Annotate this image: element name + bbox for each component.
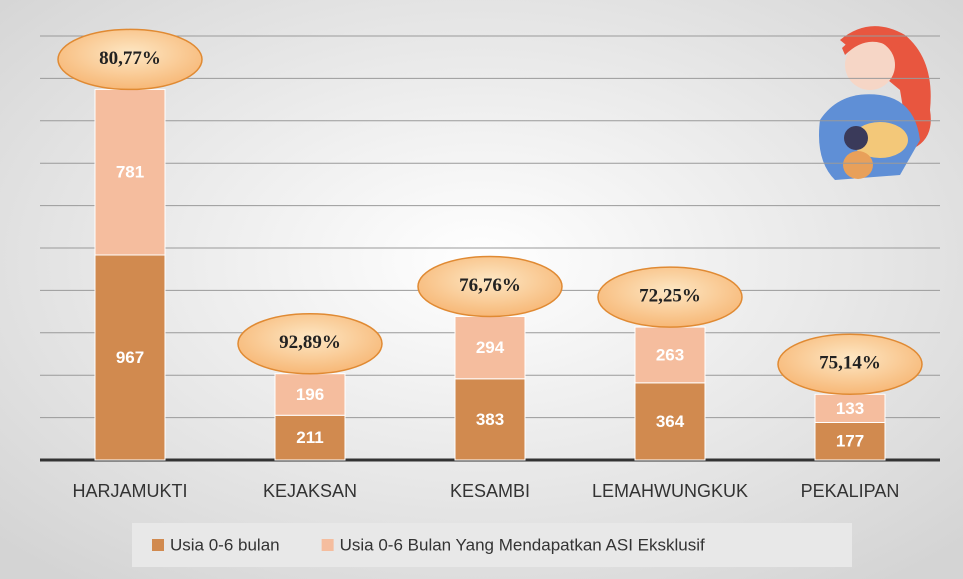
legend-label: Usia 0-6 Bulan Yang Mendapatkan ASI Eksk… <box>340 535 705 554</box>
data-label: 967 <box>116 348 144 367</box>
annotation: 72,25% <box>639 285 701 306</box>
annotation: 75,14% <box>819 353 881 374</box>
annotation: 76,76% <box>459 275 521 296</box>
data-label: 263 <box>656 345 684 364</box>
x-tick-label: KESAMBI <box>450 481 530 501</box>
chart: 967 781 80,77% HARJAMUKTI 211 196 92,89% KEJAKS… <box>0 0 963 579</box>
legend-label: Usia 0-6 bulan <box>170 535 280 554</box>
data-label: 781 <box>116 163 144 182</box>
x-tick-label: LEMAHWUNGKUK <box>592 481 748 501</box>
data-label: 364 <box>656 412 685 431</box>
x-tick-label: HARJAMUKTI <box>72 481 187 501</box>
legend-swatch <box>152 539 164 551</box>
annotation: 92,89% <box>279 332 341 353</box>
annotation: 80,77% <box>99 48 161 69</box>
data-label: 383 <box>476 410 504 429</box>
legend-swatch <box>322 539 334 551</box>
data-label: 196 <box>296 385 324 404</box>
data-label: 211 <box>296 428 323 447</box>
data-label: 177 <box>836 432 864 451</box>
x-tick-label: PEKALIPAN <box>801 481 900 501</box>
data-label: 294 <box>476 338 505 357</box>
x-tick-label: KEJAKSAN <box>263 481 357 501</box>
data-label: 133 <box>836 399 864 418</box>
